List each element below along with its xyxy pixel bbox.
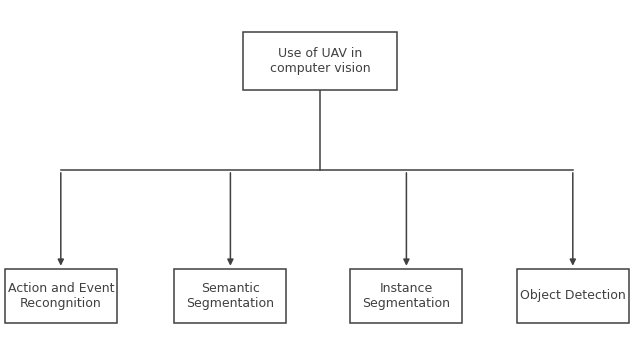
Text: Instance
Segmentation: Instance Segmentation xyxy=(362,282,451,310)
Text: Action and Event
Recongnition: Action and Event Recongnition xyxy=(8,282,114,310)
Text: Object Detection: Object Detection xyxy=(520,289,626,302)
Bar xyxy=(517,269,628,323)
Bar xyxy=(351,269,462,323)
Bar xyxy=(243,32,397,90)
Text: Semantic
Segmentation: Semantic Segmentation xyxy=(186,282,275,310)
Bar xyxy=(5,269,117,323)
Text: Use of UAV in
computer vision: Use of UAV in computer vision xyxy=(269,47,371,75)
Bar xyxy=(174,269,287,323)
